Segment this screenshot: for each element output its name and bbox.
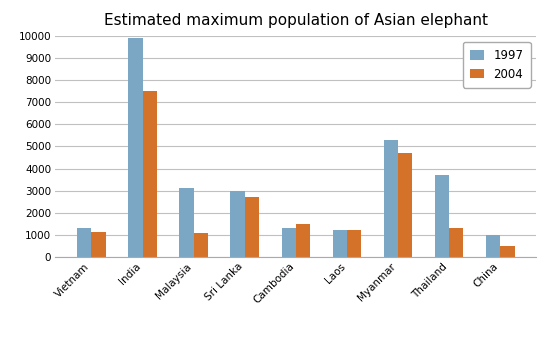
Bar [245, 197, 259, 257]
Bar [179, 188, 194, 257]
Bar [231, 191, 245, 257]
Legend: 1997, 2004: 1997, 2004 [463, 42, 530, 88]
Bar [281, 228, 296, 257]
Bar [384, 140, 398, 257]
Bar [486, 235, 500, 257]
Bar [398, 153, 413, 257]
Bar [333, 231, 347, 257]
Bar [435, 175, 449, 257]
Bar [500, 246, 514, 257]
Bar [347, 231, 361, 257]
Bar [194, 233, 208, 257]
Bar [296, 224, 310, 257]
Bar [128, 38, 143, 257]
Title: Estimated maximum population of Asian elephant: Estimated maximum population of Asian el… [104, 12, 488, 27]
Bar [449, 228, 463, 257]
Bar [91, 232, 106, 257]
Bar [77, 228, 91, 257]
Bar [143, 91, 157, 257]
